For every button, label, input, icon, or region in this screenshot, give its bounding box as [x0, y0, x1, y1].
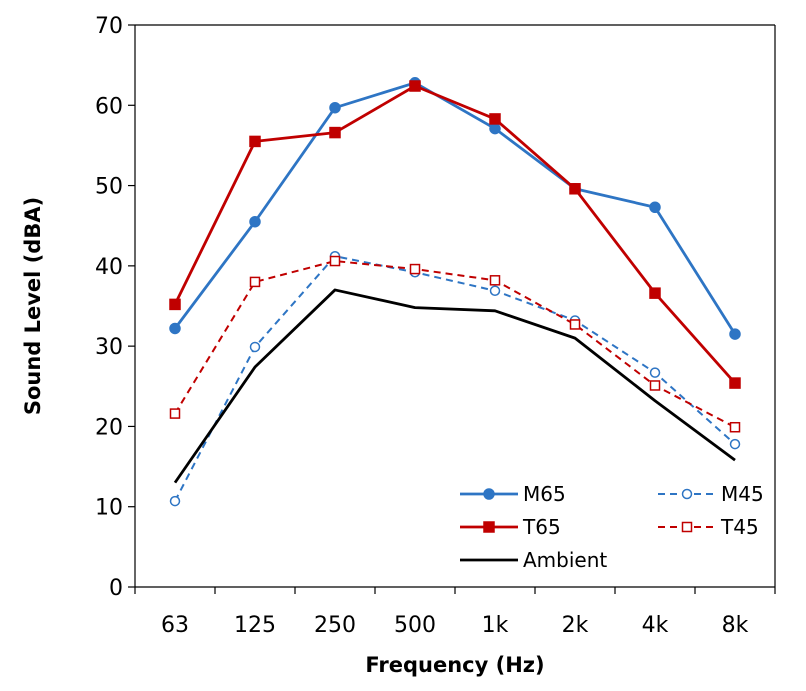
series-m65: [169, 77, 741, 340]
x-tick-label: 8k: [722, 613, 749, 638]
y-tick-label: 50: [95, 175, 123, 200]
series-t45: [169, 255, 741, 433]
data-point-m65: [329, 101, 341, 114]
data-point-t45: [489, 275, 501, 286]
x-tick-label: 4k: [642, 613, 669, 638]
x-tick-label: 2k: [562, 613, 589, 638]
legend-item-m65: M65: [460, 482, 566, 506]
data-point-m45: [489, 285, 501, 296]
legend-label: Ambient: [523, 548, 607, 572]
series-line-m45: [174, 255, 736, 502]
data-point-t45: [169, 408, 181, 419]
legend-item-ambient: Ambient: [460, 548, 607, 572]
legend-label: M65: [523, 482, 566, 506]
legend-marker: [681, 488, 693, 500]
data-point-m65: [729, 328, 741, 340]
x-axis-ticks: 63 125 250 500 1k 2k 4k 8k: [134, 587, 776, 638]
series-line-t65: [173, 84, 737, 385]
series-ambient: [173, 288, 736, 484]
y-axis-ticks: 0 10 20 30 40 50 60 70: [95, 14, 135, 601]
x-tick-label: 125: [234, 613, 276, 638]
y-axis-title: Sound Level (dBA): [21, 197, 45, 415]
data-point-m65: [489, 122, 501, 135]
data-point-t45: [569, 319, 581, 330]
x-tick-label: 250: [314, 613, 356, 638]
x-tick-label: 63: [161, 613, 189, 638]
data-point-t65: [329, 126, 341, 139]
data-point-t45: [409, 263, 421, 275]
data-point-t45: [649, 380, 661, 391]
legend-item-m45: M45: [658, 482, 764, 506]
legend-label: T45: [720, 515, 759, 539]
series-line-m65: [173, 81, 737, 335]
legend-item-t45: T45: [658, 515, 759, 539]
y-tick-label: 10: [95, 496, 123, 521]
x-tick-label: 500: [394, 613, 436, 638]
data-point-t65: [169, 298, 181, 311]
data-point-m45: [169, 495, 181, 507]
plot-area: [134, 24, 776, 588]
x-tick-label: 1k: [482, 613, 509, 638]
legend-marker: [681, 521, 693, 533]
x-axis-title: Frequency (Hz): [365, 653, 544, 677]
data-point-t65: [409, 80, 421, 92]
data-point-m65: [649, 201, 661, 213]
y-tick-label: 40: [95, 255, 123, 280]
data-point-t65: [729, 377, 741, 389]
data-point-t45: [249, 276, 261, 288]
legend-item-t65: T65: [460, 515, 561, 539]
y-tick-label: 30: [95, 335, 123, 360]
data-point-t65: [649, 287, 661, 299]
y-tick-label: 0: [109, 576, 123, 601]
legend: M65 M45 T65 T45 Ambient: [460, 482, 764, 572]
series-t65: [169, 80, 741, 389]
y-tick-label: 60: [95, 94, 123, 119]
legend-label: T65: [522, 515, 561, 539]
series-line-ambient: [173, 288, 736, 484]
data-point-t65: [489, 113, 501, 125]
y-tick-label: 70: [95, 14, 123, 39]
data-point-m65: [169, 322, 181, 335]
data-point-m65: [249, 215, 261, 228]
data-point-m45: [649, 367, 661, 378]
legend-marker: [483, 521, 495, 533]
data-point-t45: [329, 255, 341, 267]
y-tick-label: 20: [95, 415, 123, 440]
legend-label: M45: [721, 482, 764, 506]
data-point-t65: [249, 135, 261, 148]
data-point-t65: [569, 183, 581, 195]
data-point-t45: [729, 421, 741, 433]
legend-marker: [483, 488, 495, 500]
data-point-m45: [729, 438, 741, 450]
data-point-m45: [249, 341, 261, 353]
series-layer: [169, 77, 741, 507]
